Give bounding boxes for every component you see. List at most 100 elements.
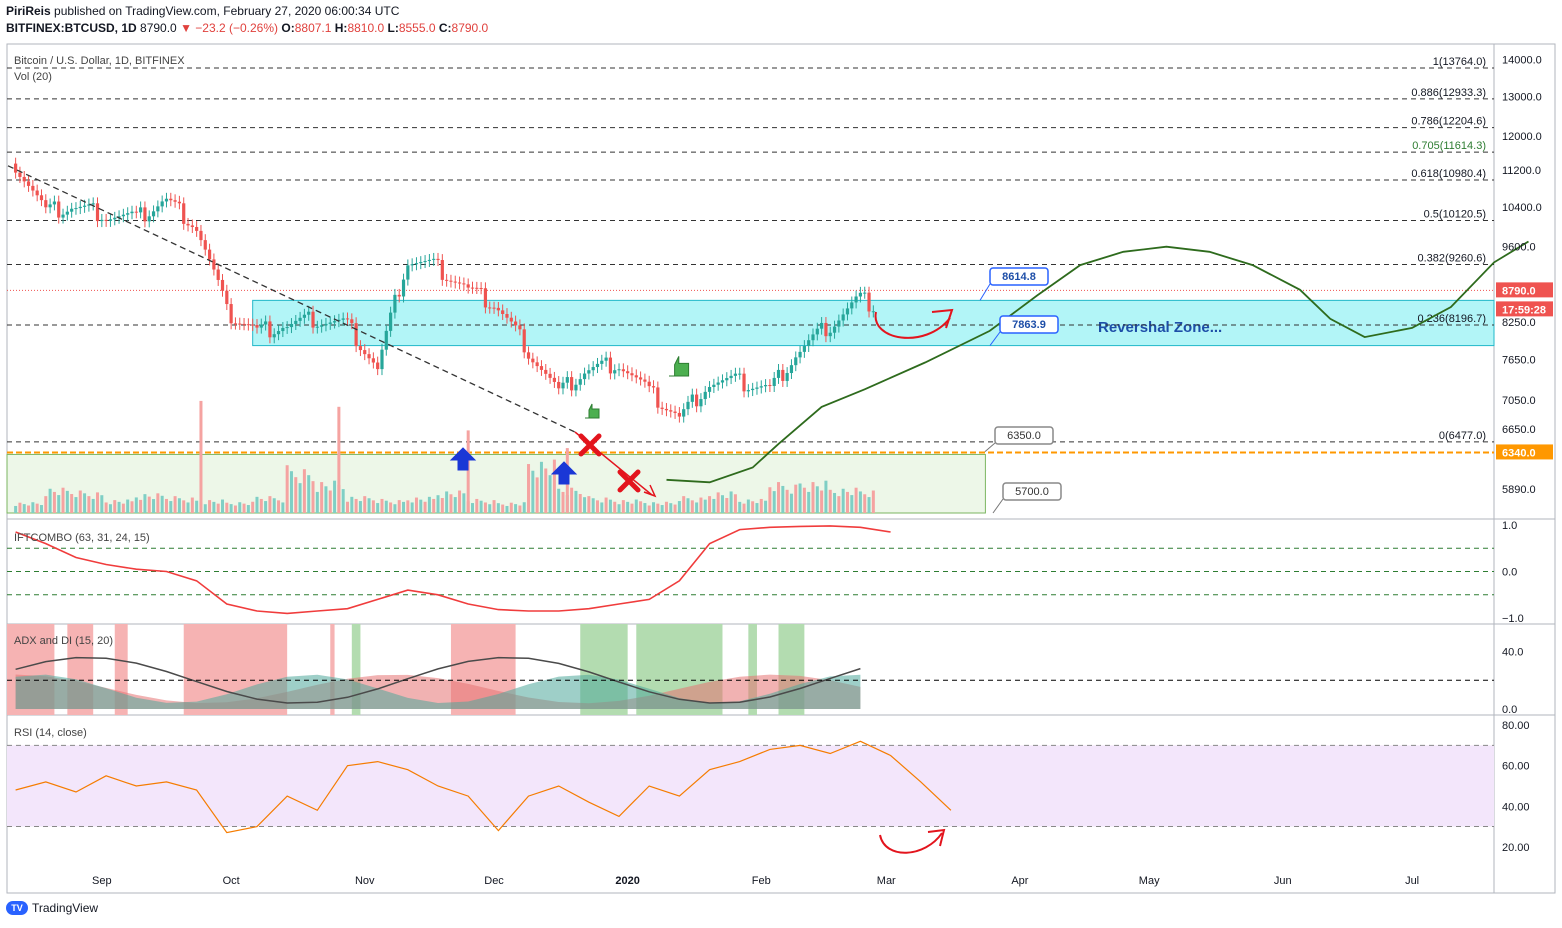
volume-bar (307, 475, 311, 513)
candle-body (738, 373, 742, 375)
volume-bar (61, 487, 65, 513)
red-arrowhead (931, 308, 954, 329)
volume-bar (186, 502, 190, 513)
candle-body (121, 214, 125, 217)
candle-body (802, 346, 806, 352)
candle-body (169, 198, 173, 201)
volume-bar (733, 494, 737, 513)
volume-bar (238, 502, 242, 513)
rsi-axis-tick: 20.00 (1502, 842, 1530, 854)
volume-bar (608, 499, 612, 513)
volume-bar (522, 502, 526, 513)
callout-label: 7863.9 (1012, 319, 1046, 331)
candle-body (634, 375, 638, 378)
candle-body (768, 385, 772, 387)
red-curved-arrow (874, 311, 951, 339)
volume-bar (35, 503, 39, 513)
callout-label: 6350.0 (1007, 430, 1041, 442)
callout-pointer (989, 331, 1001, 346)
candle-body (423, 260, 427, 263)
candle-body (397, 294, 401, 297)
candle-body (492, 307, 496, 309)
low-label: L: (387, 21, 399, 35)
fib-level-label: 0.705(11614.3) (1412, 140, 1486, 152)
volume-bar (445, 491, 449, 513)
candle-body (570, 377, 574, 391)
author-name[interactable]: PiriReis (6, 4, 51, 18)
volume-bar (212, 501, 216, 513)
ift-axis-tick: 0.0 (1502, 567, 1517, 579)
volume-bar (863, 494, 867, 513)
candle-body (488, 307, 492, 309)
candle-body (638, 377, 643, 380)
volume-bar (419, 499, 423, 513)
candle-body (712, 384, 716, 387)
volume-bar (462, 493, 466, 513)
candle-body (470, 287, 475, 289)
candle-body (505, 314, 509, 318)
high-value: 8810.0 (347, 21, 385, 35)
volume-bar (604, 497, 608, 513)
candle-body (268, 321, 272, 338)
adx-plus-di-area (15, 674, 861, 709)
volume-bar (302, 469, 306, 513)
volume-bar (815, 486, 819, 513)
rsi-axis-tick: 80.00 (1502, 720, 1530, 732)
candle-body (867, 292, 871, 312)
candle-body (850, 302, 854, 309)
candle-body (220, 279, 225, 291)
candle-body (755, 387, 759, 389)
volume-bar (44, 496, 48, 513)
volume-bar (600, 502, 604, 513)
candle-body (608, 357, 613, 374)
volume-bar (746, 499, 750, 513)
candle-body (707, 386, 712, 392)
volume-bar (402, 501, 406, 513)
candle-body (759, 386, 763, 388)
volume-label: Vol (20) (14, 71, 52, 83)
candle-body (126, 213, 130, 215)
volume-bar (427, 496, 431, 513)
volume-bar (100, 495, 104, 513)
volume-bar (833, 492, 837, 513)
orange-level-badge-text: 6340.0 (1502, 447, 1536, 459)
time-axis-tick: Mar (877, 875, 896, 887)
candle-body (233, 323, 238, 325)
countdown-badge (1496, 301, 1553, 317)
candle-body (781, 369, 785, 381)
candle-body (401, 279, 406, 297)
fib-level-label: 0.786(12204.6) (1411, 116, 1486, 128)
fib-level-label: 0.886(12933.3) (1411, 87, 1486, 99)
candle-body (453, 281, 457, 283)
volume-bar (574, 490, 578, 513)
tradingview-logo[interactable]: TV TradingView (6, 901, 98, 915)
candle-body (832, 326, 837, 333)
time-axis-tick: Sep (92, 875, 112, 887)
volume-bar (18, 502, 22, 513)
volume-bar (828, 489, 832, 513)
volume-bar (742, 503, 746, 513)
reversal-zone-label: Revershal Zone... (1098, 319, 1222, 336)
price-axis-tick: 10400.0 (1502, 202, 1542, 214)
candle-body (858, 292, 863, 297)
candle-body (785, 373, 789, 381)
candle-body (332, 321, 337, 323)
last-price: 8790.0 (140, 21, 177, 35)
volume-bar (755, 503, 759, 513)
price-axis-tick: 6650.0 (1502, 424, 1536, 436)
candle-body (854, 296, 858, 303)
candle-body (419, 262, 423, 264)
volume-bar (841, 488, 845, 513)
candle-body (440, 260, 444, 280)
volume-bar (764, 500, 768, 513)
volume-bar (527, 464, 531, 513)
rsi-line (15, 740, 952, 834)
volume-bar (216, 503, 220, 513)
volume-bar (867, 497, 871, 513)
candle-body (591, 367, 595, 371)
candle-body (798, 351, 802, 358)
candle-body (595, 363, 600, 368)
candle-body (845, 308, 850, 315)
volume-bar (570, 487, 574, 513)
